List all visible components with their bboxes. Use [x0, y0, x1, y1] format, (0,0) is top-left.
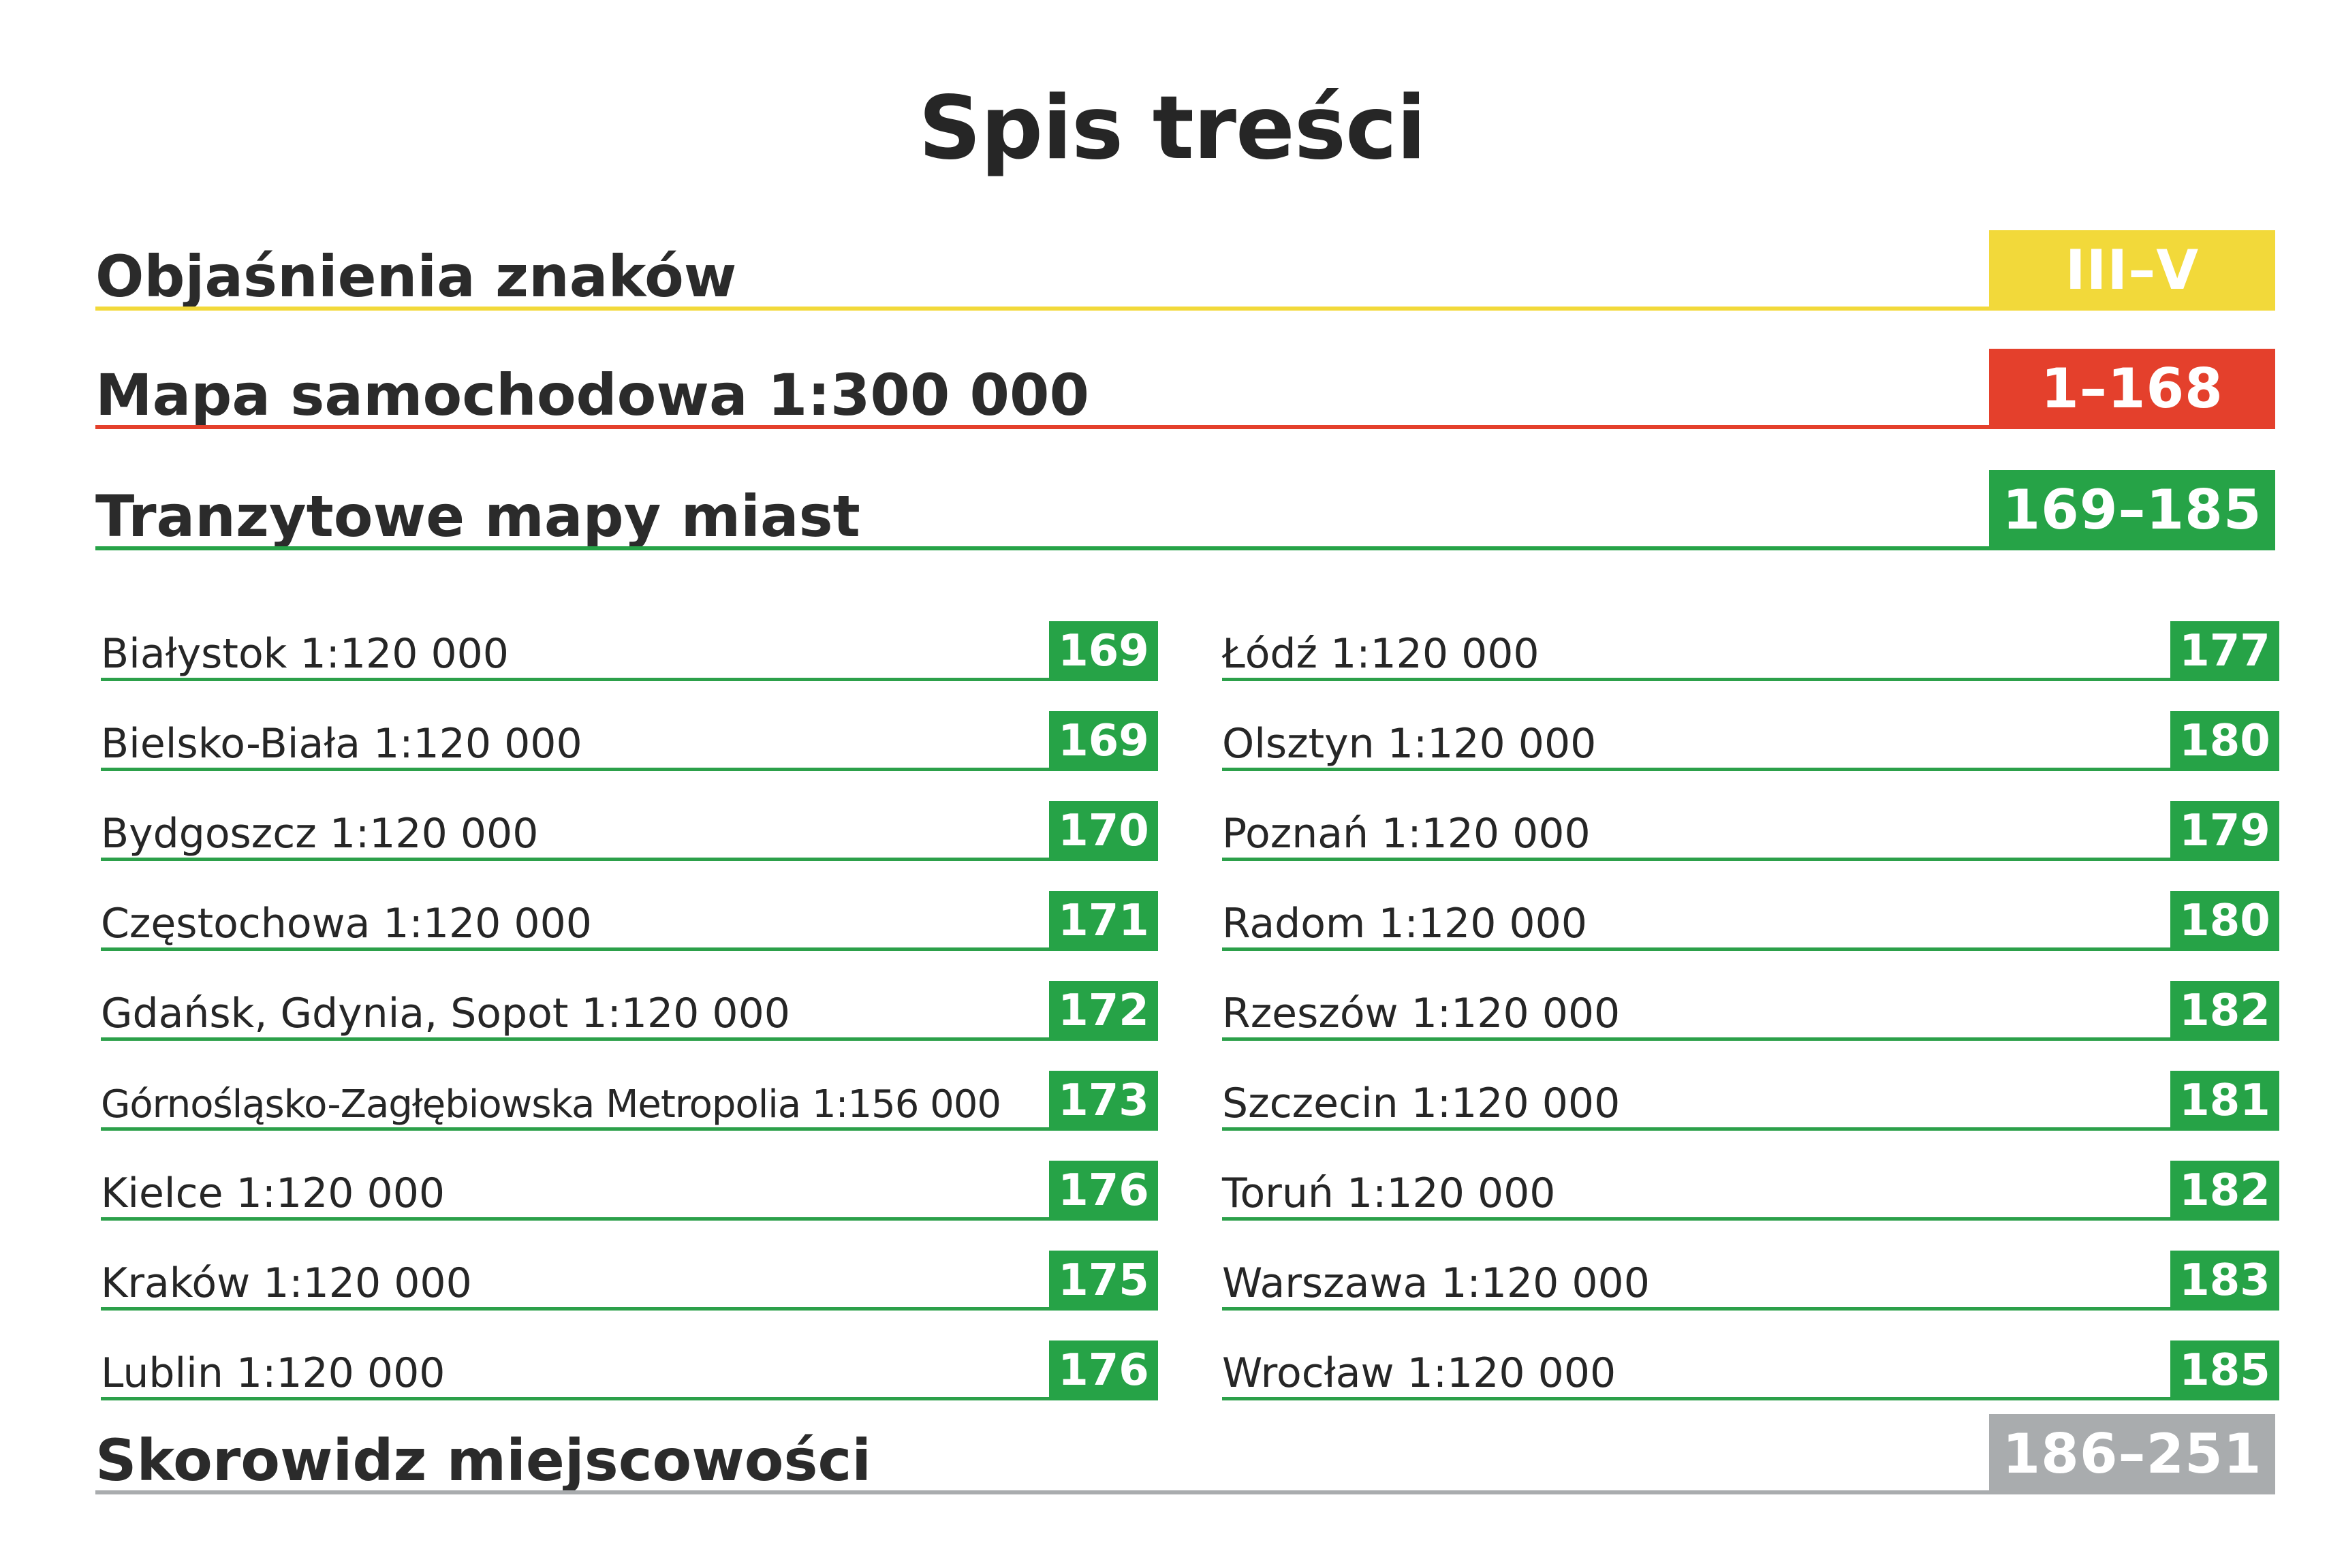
section-underline — [95, 307, 2275, 311]
toc-entry[interactable]: Olsztyn 1:120 000 180 — [1222, 681, 2279, 771]
toc-entry[interactable]: Białystok 1:120 000 169 — [101, 591, 1158, 681]
entry-label: Radom 1:120 000 — [1222, 900, 1587, 947]
section-page-badge: III–V — [1989, 230, 2275, 311]
entry-underline — [1222, 1397, 2279, 1400]
toc-section-road-map[interactable]: Mapa samochodowa 1:300 000 1–168 — [95, 341, 2275, 429]
toc-entry[interactable]: Kielce 1:120 000 176 — [101, 1131, 1158, 1221]
toc-entry[interactable]: Górnośląsko-Zagłębiowska Metropolia 1:15… — [101, 1041, 1158, 1131]
section-label: Objaśnienia znaków — [95, 243, 737, 310]
entry-page-badge: 180 — [2170, 891, 2279, 951]
toc-entry[interactable]: Łódź 1:120 000 177 — [1222, 591, 2279, 681]
entry-page-badge: 171 — [1049, 891, 1158, 951]
entry-page-badge: 173 — [1049, 1071, 1158, 1131]
entry-page-badge: 169 — [1049, 711, 1158, 771]
toc-section-place-index[interactable]: Skorowidz miejscowości 186–251 — [95, 1406, 2275, 1494]
entry-label: Szczecin 1:120 000 — [1222, 1080, 1621, 1127]
entry-label: Warszawa 1:120 000 — [1222, 1259, 1650, 1307]
section-underline — [95, 425, 2275, 429]
entry-underline — [1222, 858, 2279, 861]
entry-underline — [101, 678, 1158, 681]
entry-page-badge: 179 — [2170, 801, 2279, 861]
section-label: Tranzytowe mapy miast — [95, 483, 860, 550]
entry-page-badge: 175 — [1049, 1251, 1158, 1311]
entry-label: Kraków 1:120 000 — [101, 1259, 472, 1307]
entry-label: Białystok 1:120 000 — [101, 630, 509, 678]
entry-underline — [1222, 678, 2279, 681]
entry-underline — [1222, 1217, 2279, 1221]
entry-page-badge: 172 — [1049, 981, 1158, 1041]
section-page-badge: 1–168 — [1989, 349, 2275, 429]
section-underline — [95, 1490, 2275, 1494]
entry-underline — [1222, 1307, 2279, 1311]
toc-entry[interactable]: Częstochowa 1:120 000 171 — [101, 861, 1158, 951]
toc-entry[interactable]: Lublin 1:120 000 176 — [101, 1311, 1158, 1400]
section-page-badge: 169–185 — [1989, 470, 2275, 550]
toc-entry[interactable]: Poznań 1:120 000 179 — [1222, 771, 2279, 861]
entry-label: Łódź 1:120 000 — [1222, 630, 1540, 678]
entry-label: Rzeszów 1:120 000 — [1222, 990, 1621, 1037]
toc-entry[interactable]: Rzeszów 1:120 000 182 — [1222, 951, 2279, 1041]
entry-label: Toruń 1:120 000 — [1222, 1170, 1556, 1217]
toc-entry[interactable]: Radom 1:120 000 180 — [1222, 861, 2279, 951]
toc-section-legend[interactable]: Objaśnienia znaków III–V — [95, 222, 2275, 311]
entry-page-badge: 182 — [2170, 981, 2279, 1041]
section-underline — [95, 546, 2275, 550]
entry-label: Gdańsk, Gdynia, Sopot 1:120 000 — [101, 990, 790, 1037]
entry-underline — [101, 947, 1158, 951]
entry-underline — [101, 1217, 1158, 1221]
toc-entry[interactable]: Wrocław 1:120 000 185 — [1222, 1311, 2279, 1400]
entry-page-badge: 177 — [2170, 621, 2279, 681]
page-title: Spis treści — [918, 78, 1426, 179]
entry-label: Górnośląsko-Zagłębiowska Metropolia 1:15… — [101, 1082, 1001, 1127]
entry-underline — [1222, 1037, 2279, 1041]
toc-entry[interactable]: Gdańsk, Gdynia, Sopot 1:120 000 172 — [101, 951, 1158, 1041]
entry-page-badge: 183 — [2170, 1251, 2279, 1311]
entry-underline — [101, 1397, 1158, 1400]
entry-label: Wrocław 1:120 000 — [1222, 1349, 1616, 1397]
entry-page-badge: 170 — [1049, 801, 1158, 861]
entry-underline — [1222, 1127, 2279, 1131]
entry-underline — [101, 768, 1158, 771]
entry-page-badge: 176 — [1049, 1161, 1158, 1221]
section-page-badge: 186–251 — [1989, 1414, 2275, 1494]
entry-label: Poznań 1:120 000 — [1222, 810, 1591, 858]
entry-label: Bydgoszcz 1:120 000 — [101, 810, 539, 858]
toc-entry[interactable]: Szczecin 1:120 000 181 — [1222, 1041, 2279, 1131]
entry-page-badge: 176 — [1049, 1340, 1158, 1400]
entry-page-badge: 185 — [2170, 1340, 2279, 1400]
toc-entry[interactable]: Toruń 1:120 000 182 — [1222, 1131, 2279, 1221]
entry-label: Lublin 1:120 000 — [101, 1349, 446, 1397]
entry-underline — [101, 1307, 1158, 1311]
toc-entry[interactable]: Bielsko-Biała 1:120 000 169 — [101, 681, 1158, 771]
entry-page-badge: 181 — [2170, 1071, 2279, 1131]
entry-underline — [1222, 768, 2279, 771]
city-list-left: Białystok 1:120 000 169 Bielsko-Biała 1:… — [101, 591, 1158, 1400]
toc-entry[interactable]: Bydgoszcz 1:120 000 170 — [101, 771, 1158, 861]
entry-underline — [1222, 947, 2279, 951]
toc-entry[interactable]: Warszawa 1:120 000 183 — [1222, 1221, 2279, 1311]
toc-section-transit-maps[interactable]: Tranzytowe mapy miast 169–185 — [95, 462, 2275, 550]
section-label: Skorowidz miejscowości — [95, 1427, 872, 1494]
entry-underline — [101, 1127, 1158, 1131]
toc-entry[interactable]: Kraków 1:120 000 175 — [101, 1221, 1158, 1311]
entry-underline — [101, 1037, 1158, 1041]
entry-page-badge: 182 — [2170, 1161, 2279, 1221]
section-label: Mapa samochodowa 1:300 000 — [95, 362, 1089, 428]
entry-label: Olsztyn 1:120 000 — [1222, 720, 1597, 768]
entry-page-badge: 180 — [2170, 711, 2279, 771]
entry-label: Częstochowa 1:120 000 — [101, 900, 592, 947]
entry-label: Kielce 1:120 000 — [101, 1170, 446, 1217]
entry-page-badge: 169 — [1049, 621, 1158, 681]
entry-label: Bielsko-Biała 1:120 000 — [101, 720, 582, 768]
city-list-right: Łódź 1:120 000 177 Olsztyn 1:120 000 180… — [1222, 591, 2279, 1400]
entry-underline — [101, 858, 1158, 861]
